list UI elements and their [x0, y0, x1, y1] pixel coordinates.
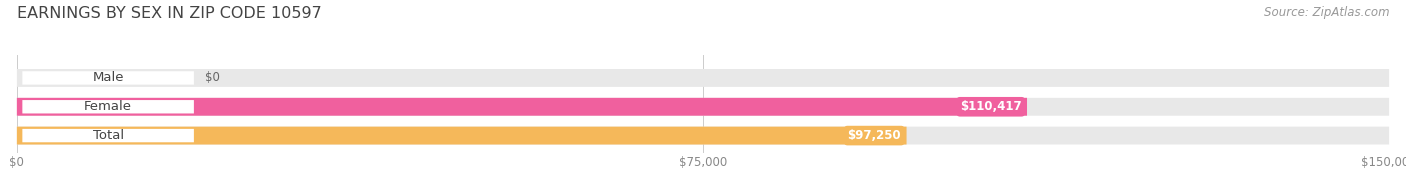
- Text: $0: $0: [205, 71, 219, 84]
- Text: EARNINGS BY SEX IN ZIP CODE 10597: EARNINGS BY SEX IN ZIP CODE 10597: [17, 6, 322, 21]
- FancyBboxPatch shape: [22, 129, 194, 142]
- FancyBboxPatch shape: [17, 98, 1026, 116]
- Text: Male: Male: [93, 71, 124, 84]
- Text: Female: Female: [84, 100, 132, 113]
- FancyBboxPatch shape: [17, 69, 1389, 87]
- FancyBboxPatch shape: [17, 98, 1389, 116]
- FancyBboxPatch shape: [17, 127, 1389, 144]
- Text: $110,417: $110,417: [960, 100, 1022, 113]
- FancyBboxPatch shape: [17, 127, 907, 144]
- FancyBboxPatch shape: [22, 71, 194, 85]
- FancyBboxPatch shape: [22, 100, 194, 113]
- Text: $97,250: $97,250: [848, 129, 901, 142]
- Text: Source: ZipAtlas.com: Source: ZipAtlas.com: [1264, 6, 1389, 19]
- Text: Total: Total: [93, 129, 124, 142]
